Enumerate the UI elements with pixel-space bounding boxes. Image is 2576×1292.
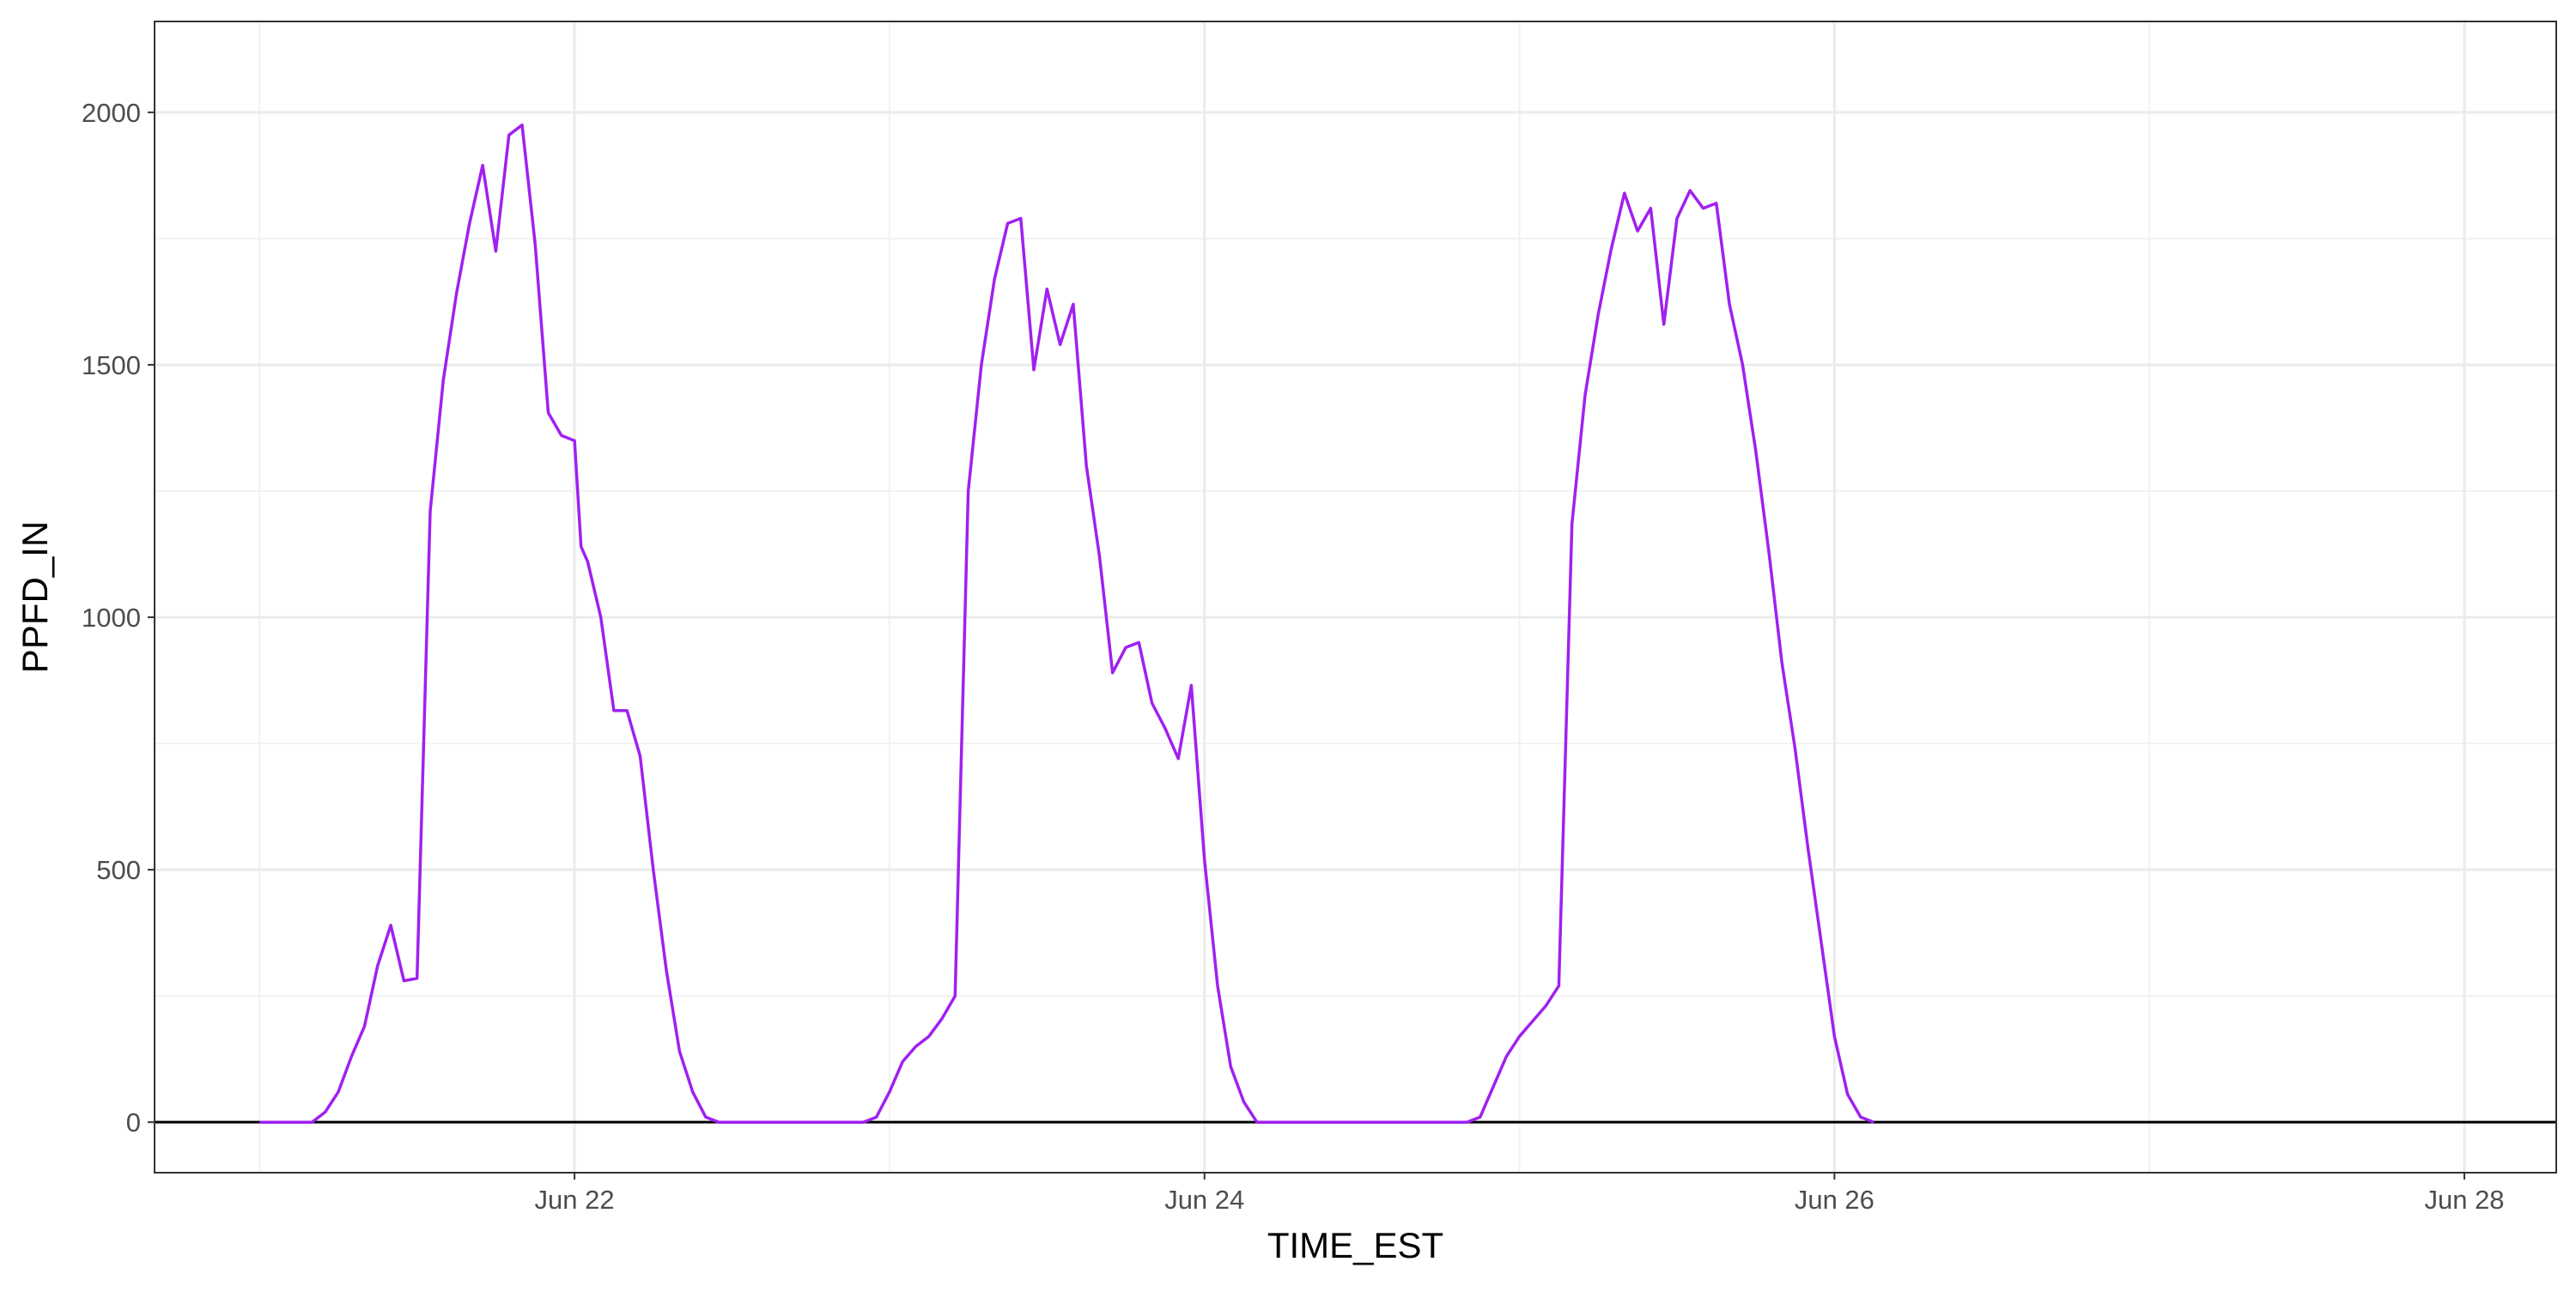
grid-lines	[155, 21, 2556, 1173]
y-tick-label: 1500	[82, 350, 141, 380]
y-axis-title: PPFD_IN	[15, 521, 55, 673]
x-tick-label: Jun 22	[535, 1185, 615, 1215]
series-lines	[259, 123, 1874, 1124]
y-tick-label: 500	[96, 855, 141, 885]
x-tick-label: Jun 26	[1795, 1185, 1874, 1215]
y-tick-label: 2000	[82, 98, 141, 128]
x-tick-label: Jun 24	[1164, 1185, 1244, 1215]
y-axis-ticks: 0 500 1000 1500 2000	[82, 98, 155, 1137]
series-line	[259, 123, 1874, 1124]
y-tick-label: 1000	[82, 603, 141, 633]
x-axis-title: TIME_EST	[1267, 1225, 1443, 1265]
x-axis-ticks: Jun 22 Jun 24 Jun 26 Jun 28	[535, 1173, 2505, 1215]
y-tick-label: 0	[126, 1107, 141, 1137]
panel-border	[154, 21, 2557, 1174]
x-tick-label: Jun 28	[2424, 1185, 2504, 1215]
